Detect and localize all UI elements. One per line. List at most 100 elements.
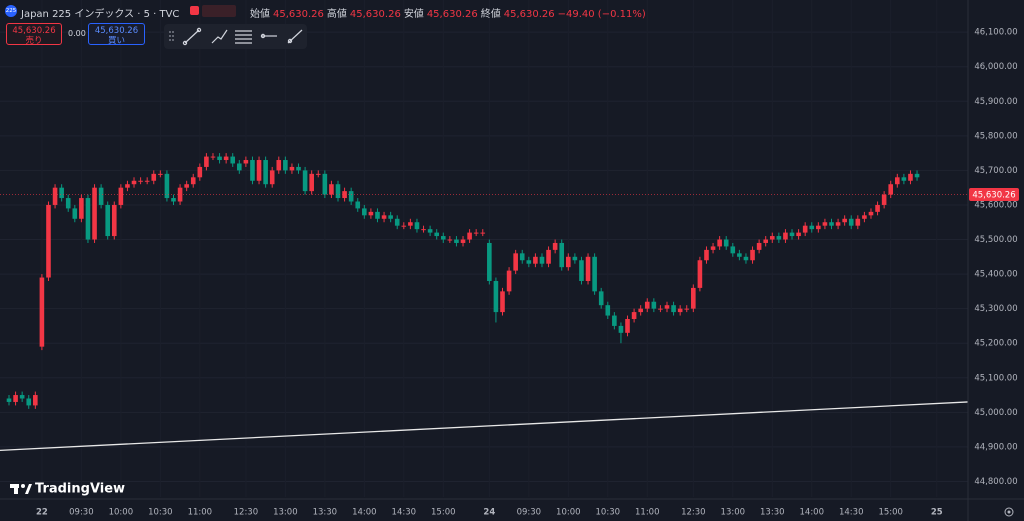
candle-body bbox=[348, 191, 354, 202]
flag-icon[interactable] bbox=[190, 6, 199, 15]
candle-body bbox=[26, 398, 32, 406]
candle-body bbox=[302, 170, 308, 192]
candle-body bbox=[875, 204, 880, 212]
sell-button[interactable]: 45,630.26 売り bbox=[6, 23, 62, 46]
candle-body bbox=[895, 177, 900, 185]
ohlc-value: 45,630.26 bbox=[273, 9, 324, 20]
x-tick-label: 09:30 bbox=[517, 508, 542, 518]
candle-body bbox=[125, 184, 130, 188]
candle-body bbox=[842, 218, 847, 223]
ohlc-value: 45,630.26 bbox=[349, 9, 401, 20]
brand: TradingView bbox=[35, 482, 125, 497]
candle-body bbox=[276, 160, 282, 171]
candle-body bbox=[638, 308, 643, 313]
candle-body bbox=[598, 291, 604, 306]
candle-body bbox=[809, 225, 815, 230]
candle-body bbox=[776, 236, 782, 240]
candle-body bbox=[592, 256, 597, 292]
x-tick-label: 11:00 bbox=[188, 508, 213, 518]
settings-icon-ring[interactable] bbox=[1004, 507, 1014, 517]
candle-body bbox=[217, 156, 222, 161]
status-icons[interactable] bbox=[202, 5, 236, 17]
trend-tool[interactable] bbox=[184, 29, 200, 44]
x-tick-label: 24 bbox=[483, 508, 495, 518]
candle-body bbox=[19, 395, 25, 399]
ray-tool[interactable] bbox=[287, 29, 303, 44]
candle-body bbox=[908, 173, 913, 181]
candle-body bbox=[421, 229, 426, 231]
candle-body bbox=[256, 160, 262, 181]
ohlc-value: 45,630.26 bbox=[503, 9, 555, 20]
sell-price[interactable]: 45,630.26 bbox=[12, 26, 56, 36]
x-tick-label: 10:00 bbox=[556, 508, 581, 518]
x-tick-label: 11:00 bbox=[635, 508, 660, 518]
symbol-title[interactable]: Japan 225 インデックス · 5 · TVC bbox=[21, 9, 180, 20]
y-tick-label: 45,300.00 bbox=[974, 304, 1017, 314]
x-tick-label: 14:00 bbox=[352, 508, 377, 518]
ohlc-label: 終値 bbox=[480, 9, 501, 20]
logo-part bbox=[21, 484, 25, 488]
candle-body bbox=[526, 260, 532, 264]
candle-body bbox=[105, 204, 110, 237]
candle-body bbox=[237, 163, 242, 171]
settings-icon-dot[interactable] bbox=[1007, 510, 1011, 514]
y-tick-label: 44,800.00 bbox=[974, 477, 1017, 487]
path-tool[interactable] bbox=[211, 29, 228, 44]
logo-part bbox=[25, 484, 32, 494]
candle-body bbox=[697, 260, 703, 288]
spread: 0.00 bbox=[68, 29, 86, 38]
sell-label[interactable]: 売り bbox=[25, 36, 43, 46]
candle-body bbox=[783, 232, 788, 240]
x-tick-label: 12:30 bbox=[681, 508, 706, 518]
candle-body bbox=[394, 218, 400, 226]
candle-body bbox=[710, 246, 716, 250]
candle-body bbox=[362, 208, 367, 216]
candle-body bbox=[743, 256, 749, 261]
x-tick-label: 14:30 bbox=[392, 508, 417, 518]
symbol-badge[interactable]: 225 bbox=[5, 5, 17, 17]
candle-body bbox=[72, 208, 78, 219]
candle-body bbox=[342, 191, 347, 199]
candle-body bbox=[13, 395, 18, 402]
settings-icon[interactable] bbox=[1004, 507, 1014, 517]
candle-body bbox=[671, 305, 676, 313]
candle-body bbox=[33, 395, 38, 406]
candle-body bbox=[881, 194, 887, 205]
candle-body bbox=[197, 166, 203, 178]
candle-body bbox=[717, 239, 722, 247]
plot bbox=[0, 31, 969, 482]
candle-body bbox=[368, 211, 374, 216]
candle-body bbox=[263, 160, 268, 185]
candle-body bbox=[79, 198, 84, 219]
candle-body bbox=[289, 166, 295, 171]
candle-body bbox=[579, 260, 584, 281]
candle-body bbox=[631, 312, 637, 320]
candle-body bbox=[335, 184, 341, 199]
candle-body bbox=[868, 211, 874, 216]
candle-body bbox=[329, 184, 334, 195]
candle-body bbox=[513, 253, 518, 271]
candle-body bbox=[723, 239, 729, 247]
candle-body bbox=[434, 232, 439, 237]
buy-label[interactable]: 買い bbox=[107, 36, 125, 46]
candle-body bbox=[704, 249, 709, 261]
change: −49.40 (−0.11%) bbox=[557, 9, 646, 20]
candle-body bbox=[467, 232, 472, 240]
candle-body bbox=[914, 173, 920, 178]
candle-body bbox=[802, 225, 808, 233]
candle-body bbox=[223, 156, 229, 161]
candle-body bbox=[625, 319, 630, 333]
x-tick-label: 14:30 bbox=[839, 508, 864, 518]
candle-body bbox=[296, 166, 301, 171]
buy-button[interactable]: 45,630.26 買い bbox=[88, 23, 145, 46]
candle-body bbox=[204, 156, 209, 167]
candle-body bbox=[190, 177, 196, 185]
candle-body bbox=[283, 160, 288, 171]
x-tick-label: 13:30 bbox=[760, 508, 785, 518]
candle-body bbox=[52, 187, 58, 205]
candle-body bbox=[460, 239, 466, 243]
buy-price[interactable]: 45,630.26 bbox=[94, 26, 139, 36]
candle-body bbox=[65, 198, 71, 209]
